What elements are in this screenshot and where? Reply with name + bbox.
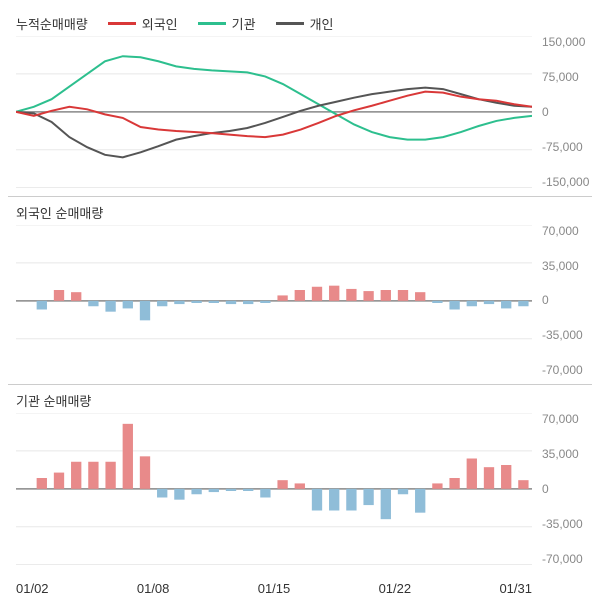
ytick: 0 xyxy=(542,294,592,306)
x-tick: 01/22 xyxy=(379,581,412,596)
panel3-title: 기관 순매매량 xyxy=(16,391,91,410)
ytick: 35,000 xyxy=(542,448,592,460)
panel1-legend: 외국인 기관 개인 xyxy=(108,14,334,33)
panel1-plot xyxy=(16,36,532,188)
ytick: 70,000 xyxy=(542,225,592,237)
legend-individual: 개인 xyxy=(276,14,334,33)
legend-line-individual xyxy=(276,22,304,25)
x-tick: 01/15 xyxy=(258,581,291,596)
ytick: -70,000 xyxy=(542,553,592,565)
ytick: 35,000 xyxy=(542,260,592,272)
panel2-plot xyxy=(16,225,532,377)
panel-foreigner: 외국인 순매매량 70,000 35,000 0 -35,000 -70,000 xyxy=(8,196,592,385)
panel3-yaxis: 70,000 35,000 0 -35,000 -70,000 xyxy=(536,413,592,565)
panel1-title: 누적순매매량 xyxy=(16,14,88,33)
ytick: -150,000 xyxy=(542,176,592,188)
legend-foreigner: 외국인 xyxy=(108,14,178,33)
panel-cumulative: 누적순매매량 외국인 기관 개인 150,000 75,00 xyxy=(8,8,592,196)
legend-label-institution: 기관 xyxy=(232,14,256,33)
panel2-yaxis: 70,000 35,000 0 -35,000 -70,000 xyxy=(536,225,592,377)
chart-container: 누적순매매량 외국인 기관 개인 150,000 75,00 xyxy=(8,8,592,604)
panel-institution: 기관 순매매량 70,000 35,000 0 -35,000 -70,000 xyxy=(8,384,592,573)
x-tick: 01/31 xyxy=(499,581,532,596)
ytick: -75,000 xyxy=(542,141,592,153)
legend-label-foreigner: 외국인 xyxy=(142,14,178,33)
x-tick: 01/02 xyxy=(16,581,49,596)
ytick: 0 xyxy=(542,483,592,495)
ytick: -70,000 xyxy=(542,364,592,376)
legend-line-foreigner xyxy=(108,22,136,25)
panel2-header: 외국인 순매매량 xyxy=(16,203,103,222)
panel1-yaxis: 150,000 75,000 0 -75,000 -150,000 xyxy=(536,36,592,188)
legend-institution: 기관 xyxy=(198,14,256,33)
x-axis: 01/02 01/08 01/15 01/22 01/31 xyxy=(8,573,592,604)
legend-line-institution xyxy=(198,22,226,25)
panel3-header: 기관 순매매량 xyxy=(16,391,91,410)
ytick: 150,000 xyxy=(542,36,592,48)
panel1-header: 누적순매매량 외국인 기관 개인 xyxy=(16,14,334,33)
panel2-title: 외국인 순매매량 xyxy=(16,203,103,222)
ytick: 0 xyxy=(542,106,592,118)
x-tick: 01/08 xyxy=(137,581,170,596)
legend-label-individual: 개인 xyxy=(310,14,334,33)
ytick: 70,000 xyxy=(542,413,592,425)
panel3-plot xyxy=(16,413,532,565)
ytick: 75,000 xyxy=(542,71,592,83)
ytick: -35,000 xyxy=(542,329,592,341)
ytick: -35,000 xyxy=(542,518,592,530)
